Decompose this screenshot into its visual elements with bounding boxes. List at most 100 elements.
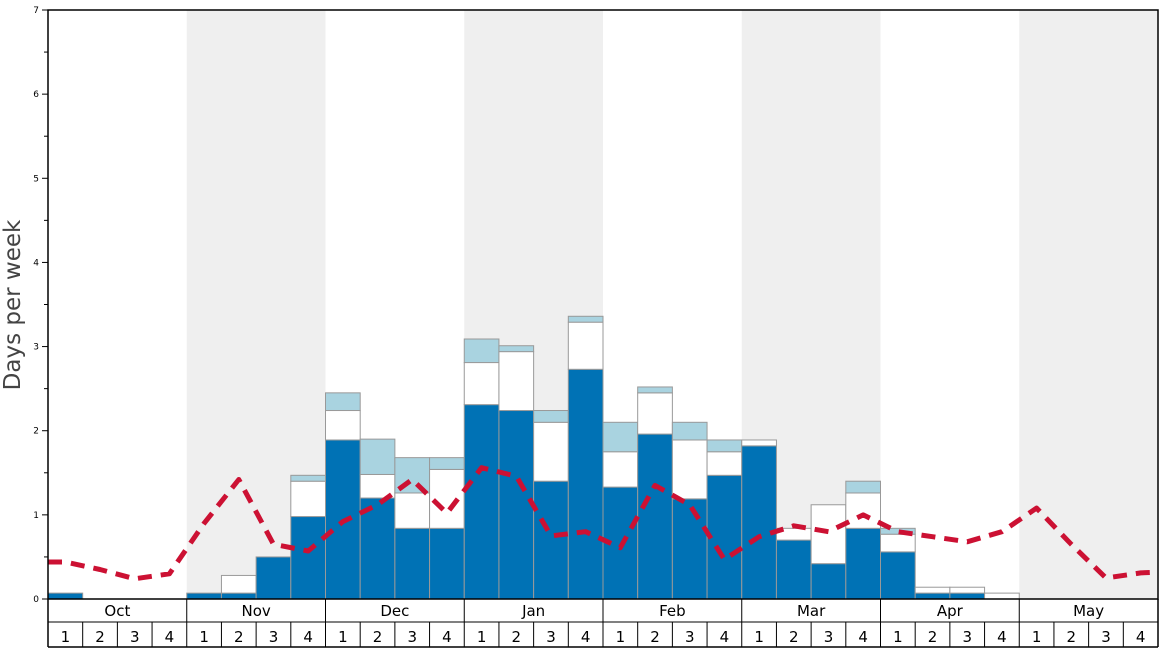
week-label: 4 [997, 628, 1007, 646]
bar-segment-blue [775, 539, 812, 600]
bar-segment-blue [47, 592, 84, 600]
bar-segment-lightblue [880, 527, 916, 535]
week-label: 1 [338, 628, 348, 646]
bar-segment-blue [220, 592, 257, 600]
month-label-may: May [1073, 602, 1104, 620]
month-label-jan: Jan [521, 602, 545, 620]
week-label: 2 [650, 628, 660, 646]
month-shading [186, 10, 1158, 599]
week-label: 4 [858, 628, 868, 646]
bar-segment-lightblue [706, 439, 743, 453]
bar-segment-white [880, 533, 916, 553]
bar-segment-white [498, 351, 535, 412]
bar-segment-blue [637, 433, 673, 600]
bar-segment-blue [429, 527, 465, 600]
week-label: 2 [928, 628, 938, 646]
bar-segment-blue [255, 556, 292, 600]
bar-segment-lightblue [845, 480, 881, 494]
month-label-mar: Mar [797, 602, 826, 620]
y-tick-label: 0 [33, 595, 39, 605]
bar-segment-blue [845, 527, 881, 600]
bar-segment-white [567, 321, 604, 370]
bar-segment-white [706, 451, 743, 476]
average-line [47, 465, 1159, 582]
x-axis-group: Oct 1 2 3 4 Nov 1 2 3 4 Dec 1 2 3 4 Jan 1 2 3 4 Feb 1 2 3 4 Mar 1 2… [47, 599, 1159, 648]
bar-segment-blue [394, 527, 431, 600]
week-label: 4 [165, 628, 175, 646]
week-label: 3 [1101, 628, 1111, 646]
bar-segment-blue [463, 404, 500, 600]
bar-segment-white [637, 392, 673, 435]
y-tick-label: 2 [33, 427, 39, 437]
bar-segment-white [984, 592, 1020, 600]
bar-segment-white [602, 451, 639, 488]
bar-segment-lightblue [498, 345, 535, 353]
y-tick-label: 3 [33, 343, 39, 353]
week-label: 1 [1032, 628, 1042, 646]
bar-segment-lightblue [290, 474, 326, 482]
bar-segment-blue [567, 368, 604, 600]
bar-segment-white [914, 586, 951, 594]
month-label-nov: Nov [241, 602, 270, 620]
y-tick-label: 4 [33, 258, 39, 268]
y-tick-label: 6 [33, 90, 39, 100]
week-label: 1 [477, 628, 487, 646]
week-label: 4 [581, 628, 591, 646]
bar-segment-blue [810, 563, 847, 600]
bar-segment-lightblue [533, 410, 569, 423]
month-label-dec: Dec [380, 602, 409, 620]
week-label: 2 [789, 628, 799, 646]
bar-segment-lightblue [671, 421, 708, 441]
bar-segment-blue [290, 516, 326, 600]
bar-segment-white [290, 480, 326, 518]
bar-segment-lightblue [429, 457, 465, 470]
bar-segment-white [220, 574, 257, 594]
bar-segment-lightblue [637, 386, 673, 394]
week-label: 2 [373, 628, 383, 646]
week-label: 1 [61, 628, 71, 646]
bar-segment-blue [880, 551, 916, 600]
bar-segment-blue [671, 498, 708, 600]
week-label: 4 [442, 628, 452, 646]
week-label: 3 [269, 628, 279, 646]
average-line-group [47, 465, 1159, 582]
bar-segment-white [325, 410, 361, 441]
y-tick-label: 5 [33, 174, 39, 184]
week-label: 3 [824, 628, 834, 646]
bar-segment-lightblue [567, 315, 604, 323]
bar-segment-blue [741, 445, 777, 600]
week-label: 2 [95, 628, 105, 646]
week-label: 1 [616, 628, 626, 646]
week-label: 3 [685, 628, 695, 646]
week-label: 3 [962, 628, 972, 646]
bar-segment-lightblue [463, 338, 500, 364]
week-label: 2 [234, 628, 244, 646]
week-label: 3 [130, 628, 140, 646]
week-label: 4 [1136, 628, 1146, 646]
week-label: 2 [512, 628, 522, 646]
y-tick-label: 7 [33, 6, 39, 16]
week-label: 4 [720, 628, 730, 646]
bar-segment-blue [533, 480, 569, 600]
bars-group [47, 315, 1020, 600]
week-label: 2 [1067, 628, 1077, 646]
bar-segment-white [671, 439, 708, 500]
bar-segment-blue [949, 592, 986, 600]
bar-segment-white [741, 439, 777, 447]
week-label: 1 [893, 628, 903, 646]
bar-segment-white [845, 492, 881, 529]
bar-segment-lightblue [602, 421, 639, 453]
month-label-apr: Apr [937, 602, 964, 620]
bar-segment-blue [914, 592, 951, 600]
week-label: 4 [303, 628, 313, 646]
month-label-feb: Feb [659, 602, 686, 620]
week-label: 3 [546, 628, 556, 646]
y-axis-label: Days per week [0, 219, 26, 390]
bar-segment-white [810, 504, 847, 565]
bar-segment-white [463, 362, 500, 406]
bar-segment-white [533, 421, 569, 482]
bar-segment-white [394, 492, 431, 529]
bar-segment-lightblue [325, 392, 361, 412]
week-label: 3 [407, 628, 417, 646]
